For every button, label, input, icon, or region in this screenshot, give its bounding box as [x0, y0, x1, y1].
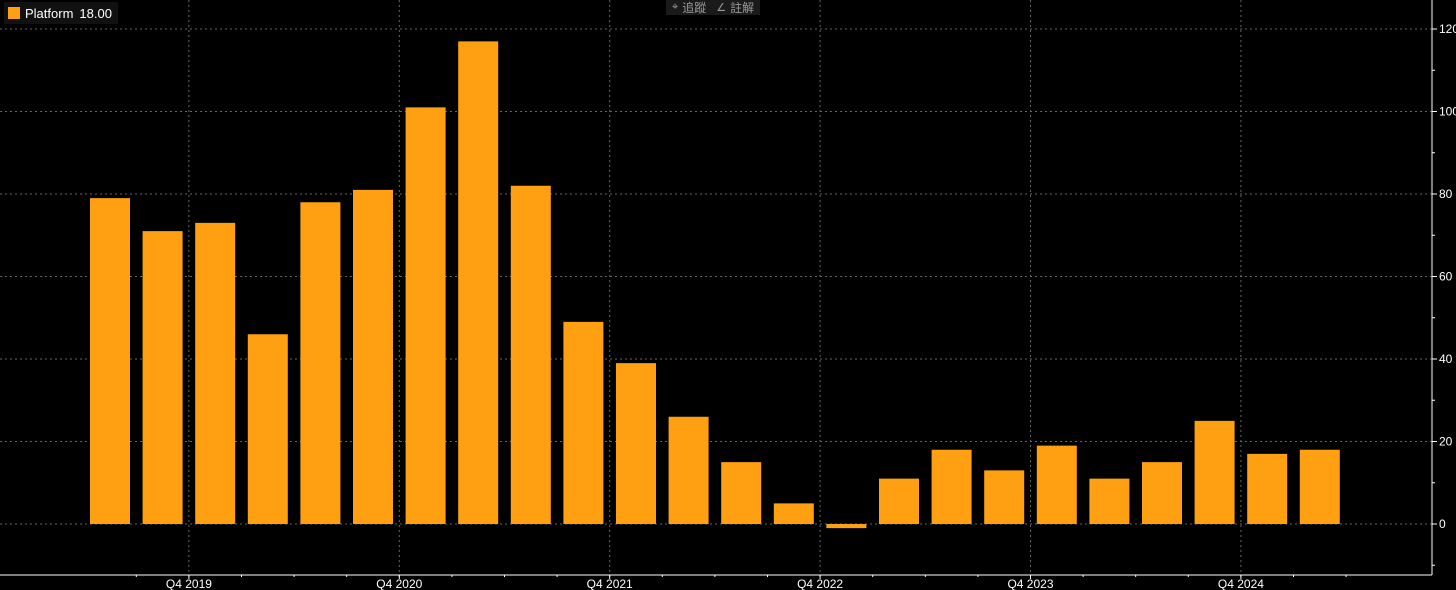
y-tick-label-2: 40 — [1439, 352, 1453, 366]
legend[interactable]: Platform 18.00 — [4, 2, 118, 24]
track-label: 追蹤 — [682, 1, 707, 15]
bar-10 — [616, 363, 656, 524]
bar-6 — [405, 107, 446, 524]
x-tick-label-0: Q4 2019 — [166, 577, 212, 590]
bar-19 — [1089, 478, 1130, 524]
bar-14 — [826, 524, 867, 529]
bar-20 — [1142, 462, 1182, 524]
annotate-button[interactable]: ∠ 註解 — [716, 0, 754, 16]
y-tick-label-4: 80 — [1439, 187, 1453, 201]
bar-8 — [510, 185, 551, 524]
bar-16 — [931, 449, 972, 524]
bar-3 — [247, 334, 288, 524]
bar-2 — [195, 222, 236, 524]
y-tick-label-0: 0 — [1439, 517, 1446, 531]
bar-0 — [90, 198, 130, 524]
chart-toolbar: ⌖ 追蹤 ∠ 註解 — [666, 0, 761, 16]
track-button[interactable]: ⌖ 追蹤 — [672, 0, 706, 16]
bar-5 — [353, 189, 393, 524]
annotate-label: 註解 — [730, 1, 755, 15]
crosshair-icon: ⌖ — [672, 1, 679, 13]
x-tick-label-1: Q4 2020 — [376, 577, 422, 590]
bar-18 — [1036, 445, 1077, 524]
x-tick-label-2: Q4 2021 — [587, 577, 633, 590]
bar-17 — [984, 470, 1025, 524]
legend-swatch-platform — [8, 7, 20, 19]
legend-label-platform: Platform — [25, 5, 74, 21]
pencil-icon: ∠ — [716, 2, 727, 14]
bar-4 — [300, 202, 341, 524]
bar-11 — [668, 416, 709, 524]
bar-9 — [563, 321, 604, 524]
x-tick-label-4: Q4 2023 — [1007, 577, 1053, 590]
bar-13 — [773, 503, 814, 524]
bar-22 — [1247, 453, 1288, 524]
bar-21 — [1194, 420, 1235, 524]
legend-last-value: 18.00 — [79, 5, 112, 21]
bar-7 — [458, 41, 499, 524]
x-tick-label-3: Q4 2022 — [797, 577, 843, 590]
y-tick-label-3: 60 — [1439, 270, 1453, 284]
x-tick-label-5: Q4 2024 — [1218, 577, 1264, 590]
bar-15 — [879, 478, 919, 524]
bar-1 — [142, 231, 183, 524]
y-tick-label-6: 120 — [1439, 22, 1456, 36]
bar-23 — [1299, 449, 1340, 524]
bar-12 — [721, 462, 762, 524]
y-tick-label-5: 100 — [1439, 105, 1456, 119]
y-tick-label-1: 20 — [1439, 435, 1453, 449]
